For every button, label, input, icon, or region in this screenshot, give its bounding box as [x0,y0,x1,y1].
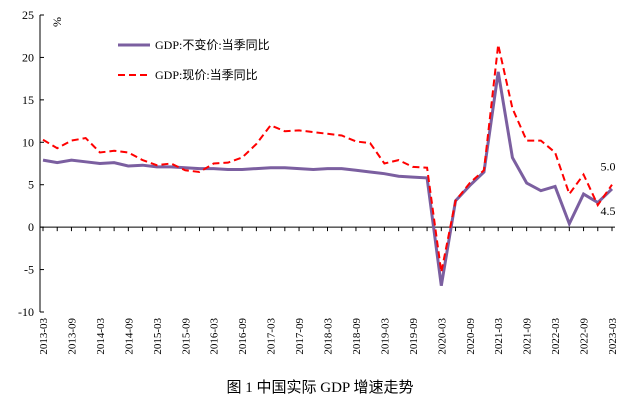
annotation: 4.5 [601,204,616,218]
y-tick-label: 0 [28,220,34,234]
x-tick-label: 2014-09 [123,318,135,355]
legend-label: GDP:现价:当季同比 [155,68,258,82]
series-line [42,44,613,273]
caption: 图 1 中国实际 GDP 增速走势 [227,379,414,396]
x-tick-label: 2014-03 [95,318,107,355]
x-tick-label: 2018-09 [351,318,363,355]
x-tick-label: 2017-03 [266,318,278,355]
legend-label: GDP:不变价:当季同比 [155,37,270,52]
y-axis-label: % [50,17,64,27]
x-tick-label: 2018-03 [323,318,335,355]
x-tick-label: 2022-03 [550,318,562,355]
x-tick-label: 2015-09 [180,318,192,355]
x-tick-label: 2021-09 [522,318,534,355]
x-tick-label: 2016-09 [237,318,249,355]
x-tick-label: 2019-03 [379,318,391,355]
x-tick-label: 2013-03 [38,318,50,355]
x-tick-label: 2017-09 [294,318,306,355]
x-tick-label: 2020-03 [436,318,448,355]
y-tick-label: -5 [24,263,34,277]
x-tick-label: 2013-09 [66,318,78,355]
y-tick-label: 5 [28,178,34,192]
y-tick-label: 15 [22,93,34,107]
annotation: 5.0 [601,160,616,174]
x-tick-label: 2020-09 [465,318,477,355]
y-tick-label: 10 [22,135,34,149]
x-tick-label: 2016-03 [209,318,221,355]
x-tick-label: 2022-09 [579,318,591,355]
x-tick-label: 2019-09 [408,318,420,355]
y-tick-label: -10 [18,305,34,319]
series-line [42,71,614,286]
y-tick-label: 20 [22,50,34,64]
x-tick-label: 2023-03 [607,318,619,355]
x-tick-label: 2015-03 [152,318,164,355]
y-tick-label: 25 [22,8,34,22]
x-tick-label: 2021-03 [493,318,505,355]
